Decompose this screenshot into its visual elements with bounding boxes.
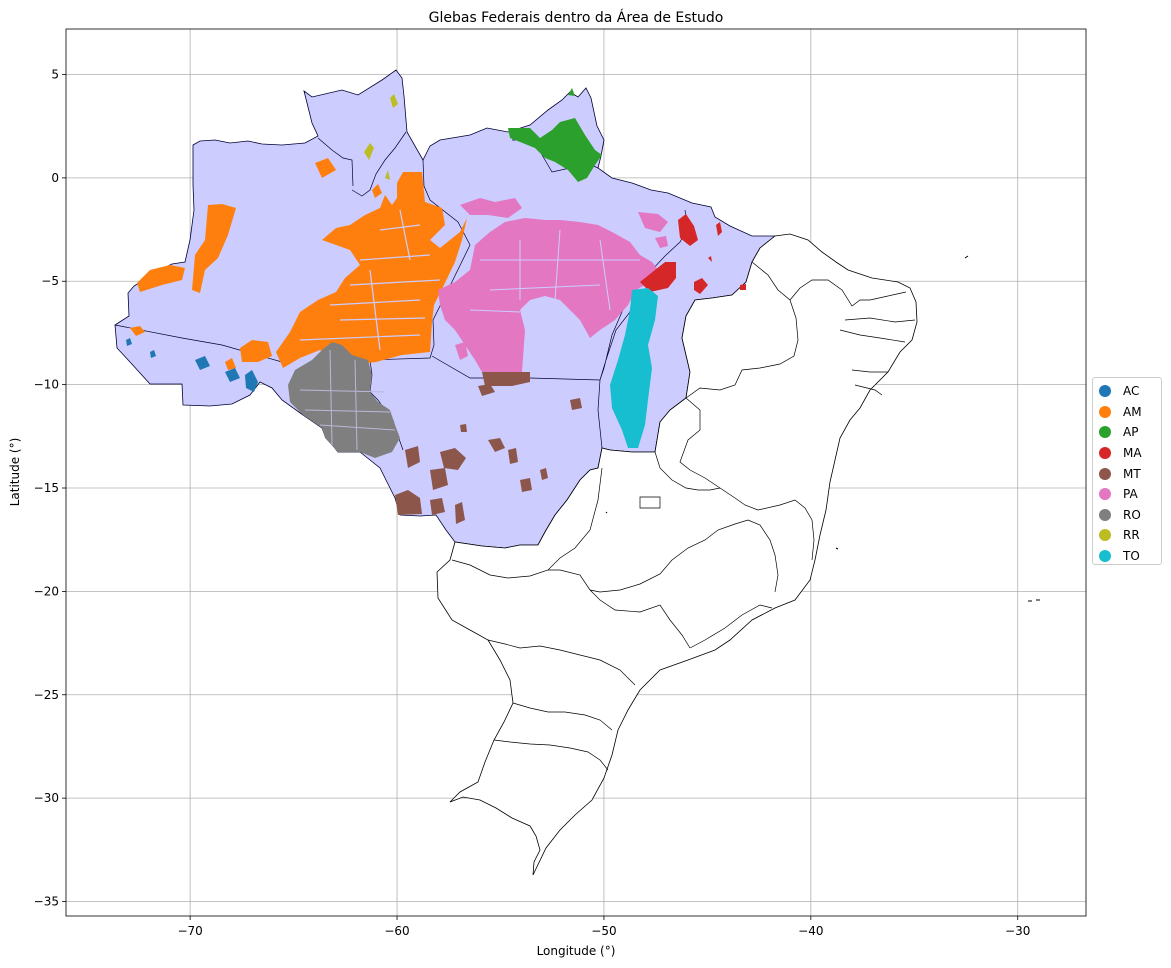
- brazil-internal-borders: [451, 261, 916, 771]
- layer-ma: [640, 214, 746, 294]
- brazil-other-states: [436, 233, 918, 876]
- y-tick-label: −20: [34, 584, 59, 598]
- legend-marker: [1099, 508, 1111, 521]
- chart-title: Glebas Federais dentro da Área de Estudo: [429, 9, 724, 26]
- axis-ticks: −70 −60 −50 −40 −30 5 0 −5 −10 −15 −20 −25 −30 −35: [34, 67, 1031, 938]
- layer-to: [610, 288, 658, 448]
- y-tick-label: 0: [51, 171, 59, 185]
- legend-label: RR: [1123, 528, 1140, 543]
- layer-mt: [395, 372, 582, 524]
- legend: AC AM AP MA MT PA RO RR TO: [1092, 377, 1162, 565]
- y-tick-label: −10: [34, 378, 59, 392]
- layer-am: [130, 158, 467, 370]
- legend-label: AM: [1123, 404, 1142, 419]
- y-tick-label: −35: [34, 895, 59, 909]
- x-tick-label: −60: [384, 924, 409, 938]
- legend-item-pa: PA: [1099, 484, 1161, 505]
- legend-item-ro: RO: [1099, 505, 1161, 526]
- layer-rr: [364, 94, 398, 180]
- x-axis-label: Longitude (°): [537, 944, 616, 958]
- layer-pa: [438, 198, 668, 372]
- legend-marker: [1099, 385, 1111, 398]
- legend-label: TO: [1123, 549, 1140, 564]
- layer-ac: [126, 338, 258, 392]
- x-tick-label: −70: [177, 924, 202, 938]
- legend-label: PA: [1123, 487, 1138, 502]
- axes-frame: [65, 28, 1087, 917]
- x-tick-label: −40: [798, 924, 823, 938]
- map-layers: [114, 69, 1040, 876]
- y-tick-label: 5: [51, 67, 59, 81]
- legend-marker: [1099, 529, 1111, 542]
- legend-label: MA: [1123, 446, 1142, 461]
- pa-parcel-lines: [469, 229, 640, 313]
- legend-marker: [1099, 467, 1111, 480]
- legend-label: MT: [1123, 466, 1141, 481]
- legend-marker: [1099, 447, 1111, 460]
- y-tick-label: −15: [34, 481, 59, 495]
- legend-marker: [1099, 426, 1111, 439]
- legend-marker: [1099, 405, 1111, 418]
- legend-label: AC: [1123, 384, 1140, 399]
- legend-marker: [1099, 550, 1111, 563]
- layer-ro: [288, 342, 400, 458]
- legend-label: AP: [1123, 425, 1139, 440]
- layer-ap: [508, 88, 602, 182]
- y-tick-label: −30: [34, 791, 59, 805]
- legend-marker: [1099, 488, 1111, 501]
- legend-item-am: AM: [1099, 402, 1161, 423]
- x-tick-label: −30: [1005, 924, 1030, 938]
- legend-item-mt: MT: [1099, 463, 1161, 484]
- legend-item-rr: RR: [1099, 525, 1161, 546]
- legend-item-ma: MA: [1099, 443, 1161, 464]
- legend-item-to: TO: [1099, 546, 1161, 567]
- legend-item-ap: AP: [1099, 422, 1161, 443]
- legend-item-ac: AC: [1099, 381, 1161, 402]
- legend-label: RO: [1123, 507, 1141, 522]
- islands: [605, 255, 1040, 602]
- x-tick-label: −50: [591, 924, 616, 938]
- y-tick-label: −25: [34, 688, 59, 702]
- ro-parcel-lines: [299, 349, 396, 451]
- y-axis-label: Latitude (°): [8, 438, 22, 507]
- y-tick-label: −5: [41, 274, 59, 288]
- am-parcel-lines: [299, 209, 441, 351]
